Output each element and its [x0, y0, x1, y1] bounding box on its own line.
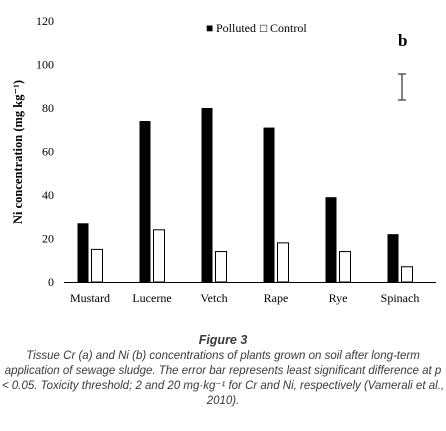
x-tick-label: Rape	[264, 291, 289, 305]
legend-polluted-label: Polluted	[216, 21, 256, 35]
bar-control-lucerne	[153, 229, 165, 283]
y-tick-label: 80	[42, 101, 54, 115]
legend-control-label: Control	[270, 21, 307, 35]
bar-control-rape	[277, 242, 289, 283]
bar-polluted-rye	[325, 197, 337, 282]
x-axis: Mustard Lucerne Vetch Rape Rye Spinach	[64, 282, 436, 305]
bar-polluted-mustard	[77, 223, 89, 282]
bar-control-mustard	[91, 248, 103, 283]
y-tick-label: 0	[48, 275, 54, 289]
bar-polluted-spinach	[387, 234, 399, 282]
panel-label: b	[398, 31, 407, 50]
lsd-error-bar	[398, 73, 406, 101]
y-tick-label: 40	[42, 188, 54, 202]
y-tick-label: 60	[42, 145, 54, 159]
bar-polluted-lucerne	[139, 121, 151, 282]
bar-polluted-rape	[263, 127, 275, 282]
x-tick-label: Vetch	[200, 291, 227, 305]
figure-title: Figure 3	[198, 333, 248, 347]
figure-caption: Figure 3 Tissue Cr (a) and Ni (b) concen…	[0, 333, 446, 409]
legend-polluted-marker: ■	[206, 21, 213, 35]
y-axis-label: Ni concentration (mg kg⁻¹)	[11, 80, 25, 224]
ni-bar-chart: 0 20 40 60 80 100 120 Mustard Lucerne Vetch Rape R…	[11, 14, 436, 305]
x-tick-label: Mustard	[70, 291, 110, 305]
x-tick-label: Spinach	[381, 291, 420, 305]
bar-control-spinach	[401, 266, 413, 283]
legend: ■ Polluted □ Control	[206, 21, 307, 35]
x-tick-label: Rye	[329, 291, 348, 305]
bar-control-vetch	[215, 251, 227, 283]
bar-polluted-vetch	[201, 108, 213, 282]
y-tick-label: 120	[36, 14, 54, 28]
x-tick-label: Lucerne	[132, 291, 171, 305]
bars-group	[77, 108, 413, 283]
y-tick-label: 100	[36, 58, 54, 72]
bar-control-rye	[339, 251, 351, 283]
y-axis: 0 20 40 60 80 100 120	[36, 14, 54, 289]
figure-caption-text: Tissue Cr (a) and Ni (b) concentrations …	[1, 350, 445, 407]
legend-control-marker: □	[260, 21, 267, 35]
y-tick-label: 20	[42, 232, 54, 246]
